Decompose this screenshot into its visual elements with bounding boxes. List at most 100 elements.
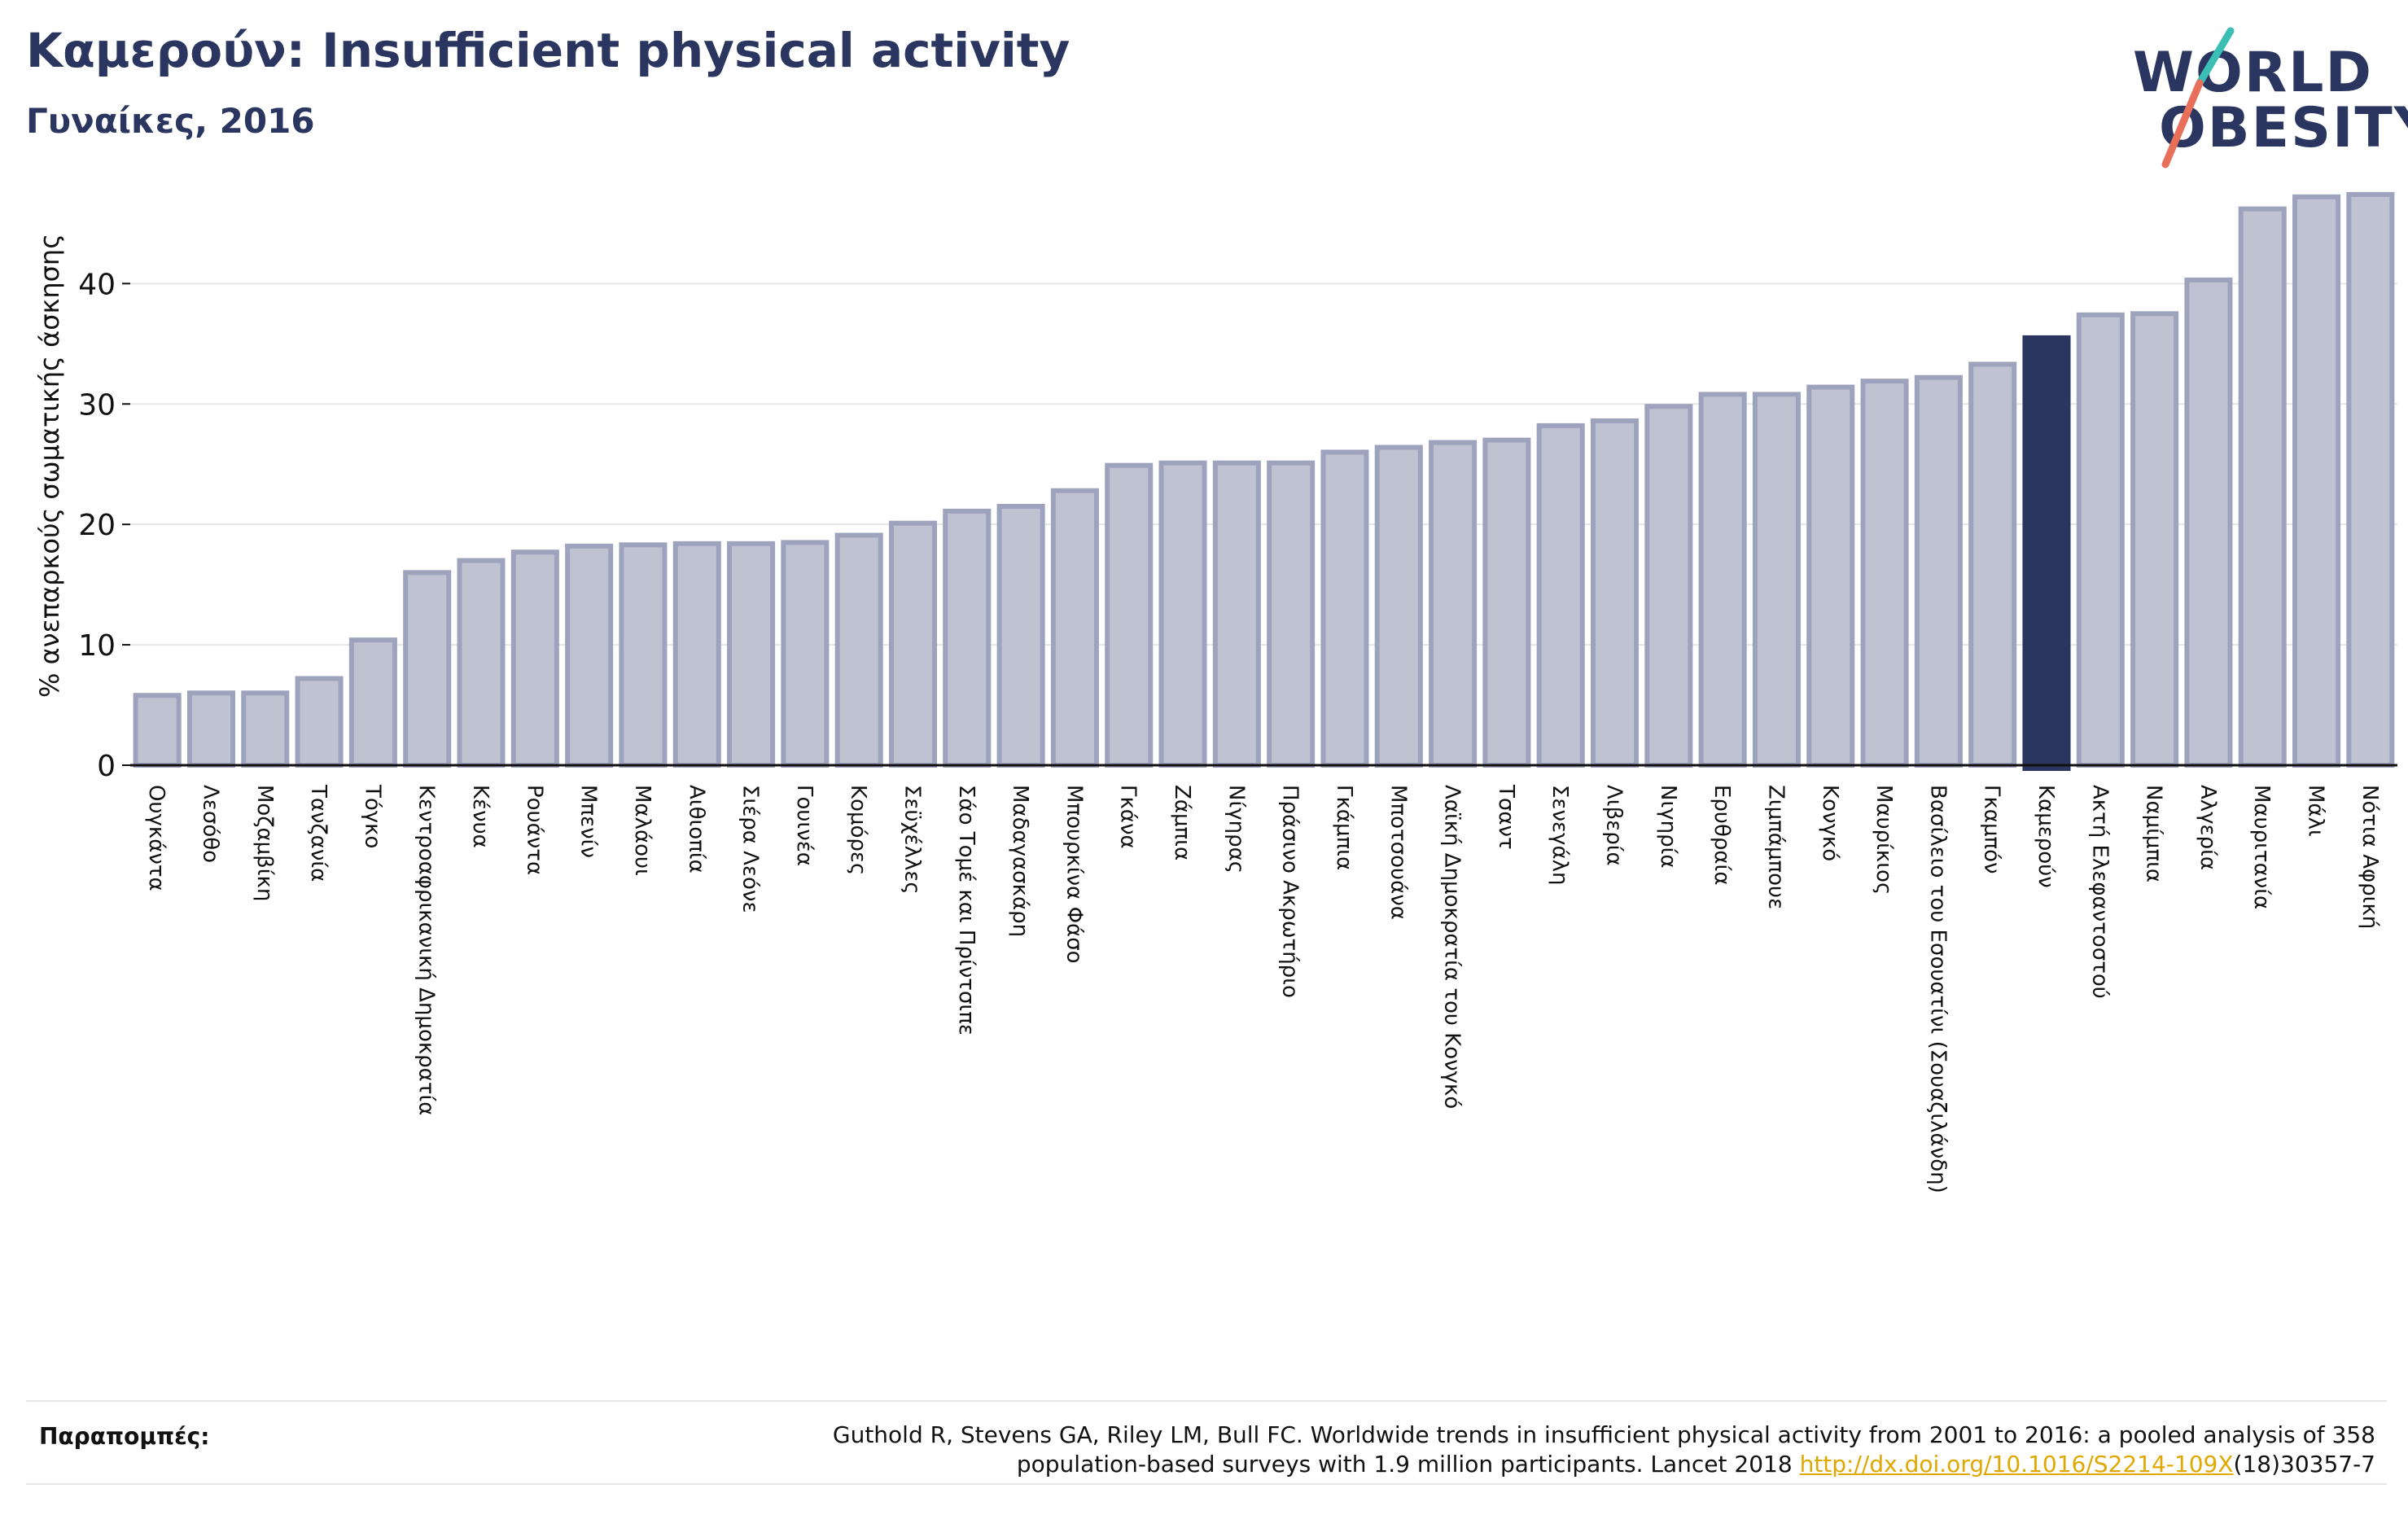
logo-text-world: WORLD [2133, 41, 2373, 105]
bar [2346, 191, 2395, 768]
x-tick-label: Αλγερία [2196, 785, 2220, 870]
x-tick-label: Ζιμπάμπουε [1763, 785, 1788, 909]
x-tick-label: Βασίλειο του Εσουατίνι (Σουαζιλάνδη) [1925, 785, 1950, 1193]
bar [781, 540, 830, 768]
x-tick-label: Κένυα [468, 785, 493, 848]
bar [565, 543, 614, 768]
bar [1914, 374, 1963, 768]
bar [727, 541, 776, 768]
x-tick-label: Ακτή Ελεφαντοστού [2087, 785, 2112, 999]
x-tick-label: Σάο Τομέ και Πρίντσιπε [954, 785, 979, 1035]
bar [348, 637, 397, 768]
x-tick-label: Νότια Αφρική [2358, 785, 2382, 929]
bar [186, 690, 235, 768]
x-tick-label: Κονγκό [1818, 785, 1842, 861]
y-tick-labels: 0 10 20 30 40 [78, 268, 130, 783]
chart-title: Καμερούν: Insufficient physical activity [26, 23, 1070, 78]
x-tick-label: Σενεγάλη [1548, 785, 1572, 885]
bar [943, 508, 992, 768]
bar [672, 541, 721, 768]
bar [1752, 392, 1801, 768]
bar [1482, 437, 1531, 768]
x-tick-label: Μπενίν [576, 785, 601, 858]
bar [996, 503, 1045, 768]
x-tick-label: Νίγηρας [1224, 785, 1248, 873]
x-tick-label: Γουινέα [792, 785, 817, 866]
bar [1050, 488, 1099, 768]
x-tick-label: Πράσινο Ακρωτήριο [1278, 785, 1303, 998]
bar-chart: 0 10 20 30 40 Ουγκάντα Λεσόθο Μοζαμβίκη Τανζανί… [34, 191, 2397, 1193]
x-tick-label: Κεντροαφρικανική Δημοκρατία [414, 785, 439, 1115]
bar [1267, 460, 1316, 768]
x-tick-label: Μαυρίκιος [1872, 785, 1896, 895]
x-tick-label: Τανζανία [306, 784, 331, 882]
bar [1212, 460, 1261, 768]
x-tick-label: Μαλάουι [630, 785, 655, 876]
x-tick-labels: Ουγκάντα Λεσόθο Μοζαμβίκη Τανζανία Τόγκο Κεντ… [144, 784, 2382, 1193]
x-tick-label: Καμερούν [2034, 785, 2058, 888]
bar [2292, 194, 2341, 768]
bar [2238, 206, 2287, 768]
x-tick-label: Ρουάντα [522, 785, 546, 875]
bar [2130, 311, 2179, 768]
bar [888, 520, 938, 768]
x-tick-label: Μποτσουάνα [1386, 785, 1410, 920]
bar [1968, 361, 2017, 768]
bar [133, 693, 182, 768]
x-tick-label: Ουγκάντα [144, 785, 169, 891]
citation-line-2-prefix: population-based surveys with 1.9 millio… [1016, 1451, 1800, 1478]
x-tick-label: Σιέρα Λεόνε [738, 785, 763, 913]
x-tick-label: Λαϊκή Δημοκρατία του Κονγκό [1440, 785, 1465, 1109]
bar [1429, 440, 1478, 768]
bar [2184, 277, 2233, 768]
bar [403, 570, 452, 768]
x-tick-label: Νιγηρία [1656, 785, 1680, 869]
citation-line-1: Guthold R, Stevens GA, Riley LM, Bull FC… [832, 1421, 2375, 1448]
x-tick-label: Μπουρκίνα Φάσο [1062, 785, 1086, 964]
bar [1644, 404, 1693, 768]
x-tick-label: Τσαντ [1494, 784, 1518, 850]
y-axis-label: % ανεπαρκούς σωματικής άσκησης [34, 234, 65, 698]
references-label: Παραπομπές: [39, 1423, 210, 1450]
x-tick-label: Γκαμπόν [1980, 785, 2004, 874]
bar [1158, 460, 1207, 768]
chart-subtitle: Γυναίκες, 2016 [26, 101, 315, 141]
x-tick-label: Σεϋχέλλες [900, 785, 924, 895]
bar [241, 690, 290, 768]
y-tick-label: 20 [78, 509, 116, 542]
bar [1320, 449, 1369, 768]
y-tick-label: 30 [78, 388, 116, 422]
citation-doi-link[interactable]: http://dx.doi.org/10.1016/S2214-109X [1799, 1451, 2234, 1478]
x-tick-label: Μάλι [2304, 785, 2328, 837]
y-tick-label: 40 [78, 268, 116, 301]
bar [457, 558, 506, 768]
x-tick-label: Μοζαμβίκη [252, 785, 277, 901]
bar [2076, 312, 2125, 768]
bar [1536, 422, 1585, 768]
x-tick-label: Λιβερία [1602, 785, 1626, 866]
y-tick-label: 10 [78, 629, 116, 663]
logo-text-obesity: OBESITY [2159, 96, 2408, 160]
x-tick-label: Κομόρες [846, 785, 870, 875]
x-tick-label: Λεσόθο [198, 785, 222, 863]
bar [510, 549, 559, 768]
x-tick-label: Γκάμπια [1332, 785, 1356, 870]
bar [295, 676, 344, 768]
y-tick-label: 0 [97, 750, 116, 783]
x-tick-label: Αιθιοπία [684, 785, 708, 873]
logo-slash-icon [2161, 27, 2235, 169]
bars [133, 191, 2395, 772]
x-tick-label: Ναμίμπια [2142, 785, 2166, 882]
x-tick-label: Ερυθραία [1710, 785, 1734, 885]
bar [834, 532, 883, 768]
citation-line-2-suffix: (18)30357-7 [2233, 1451, 2375, 1478]
bar [1698, 392, 1747, 768]
x-tick-label: Μαδαγασκάρη [1008, 785, 1032, 937]
footer-divider-bottom [26, 1483, 2387, 1485]
footer-divider-top [26, 1400, 2387, 1402]
citation-text: Guthold R, Stevens GA, Riley LM, Bull FC… [584, 1421, 2375, 1479]
bar [1590, 418, 1640, 768]
bar [619, 542, 668, 768]
x-tick-label: Τόγκο [360, 784, 384, 848]
x-tick-label: Ζάμπια [1170, 785, 1194, 860]
